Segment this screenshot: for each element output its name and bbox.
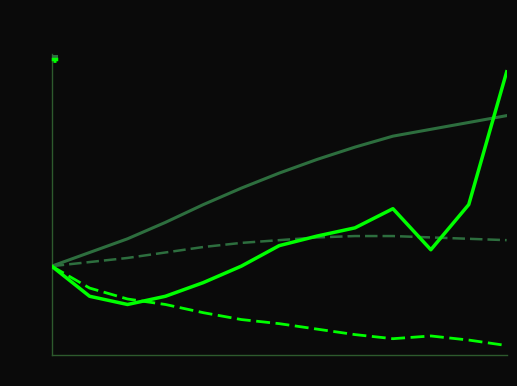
Legend: , , , : , , , <box>52 55 56 62</box>
